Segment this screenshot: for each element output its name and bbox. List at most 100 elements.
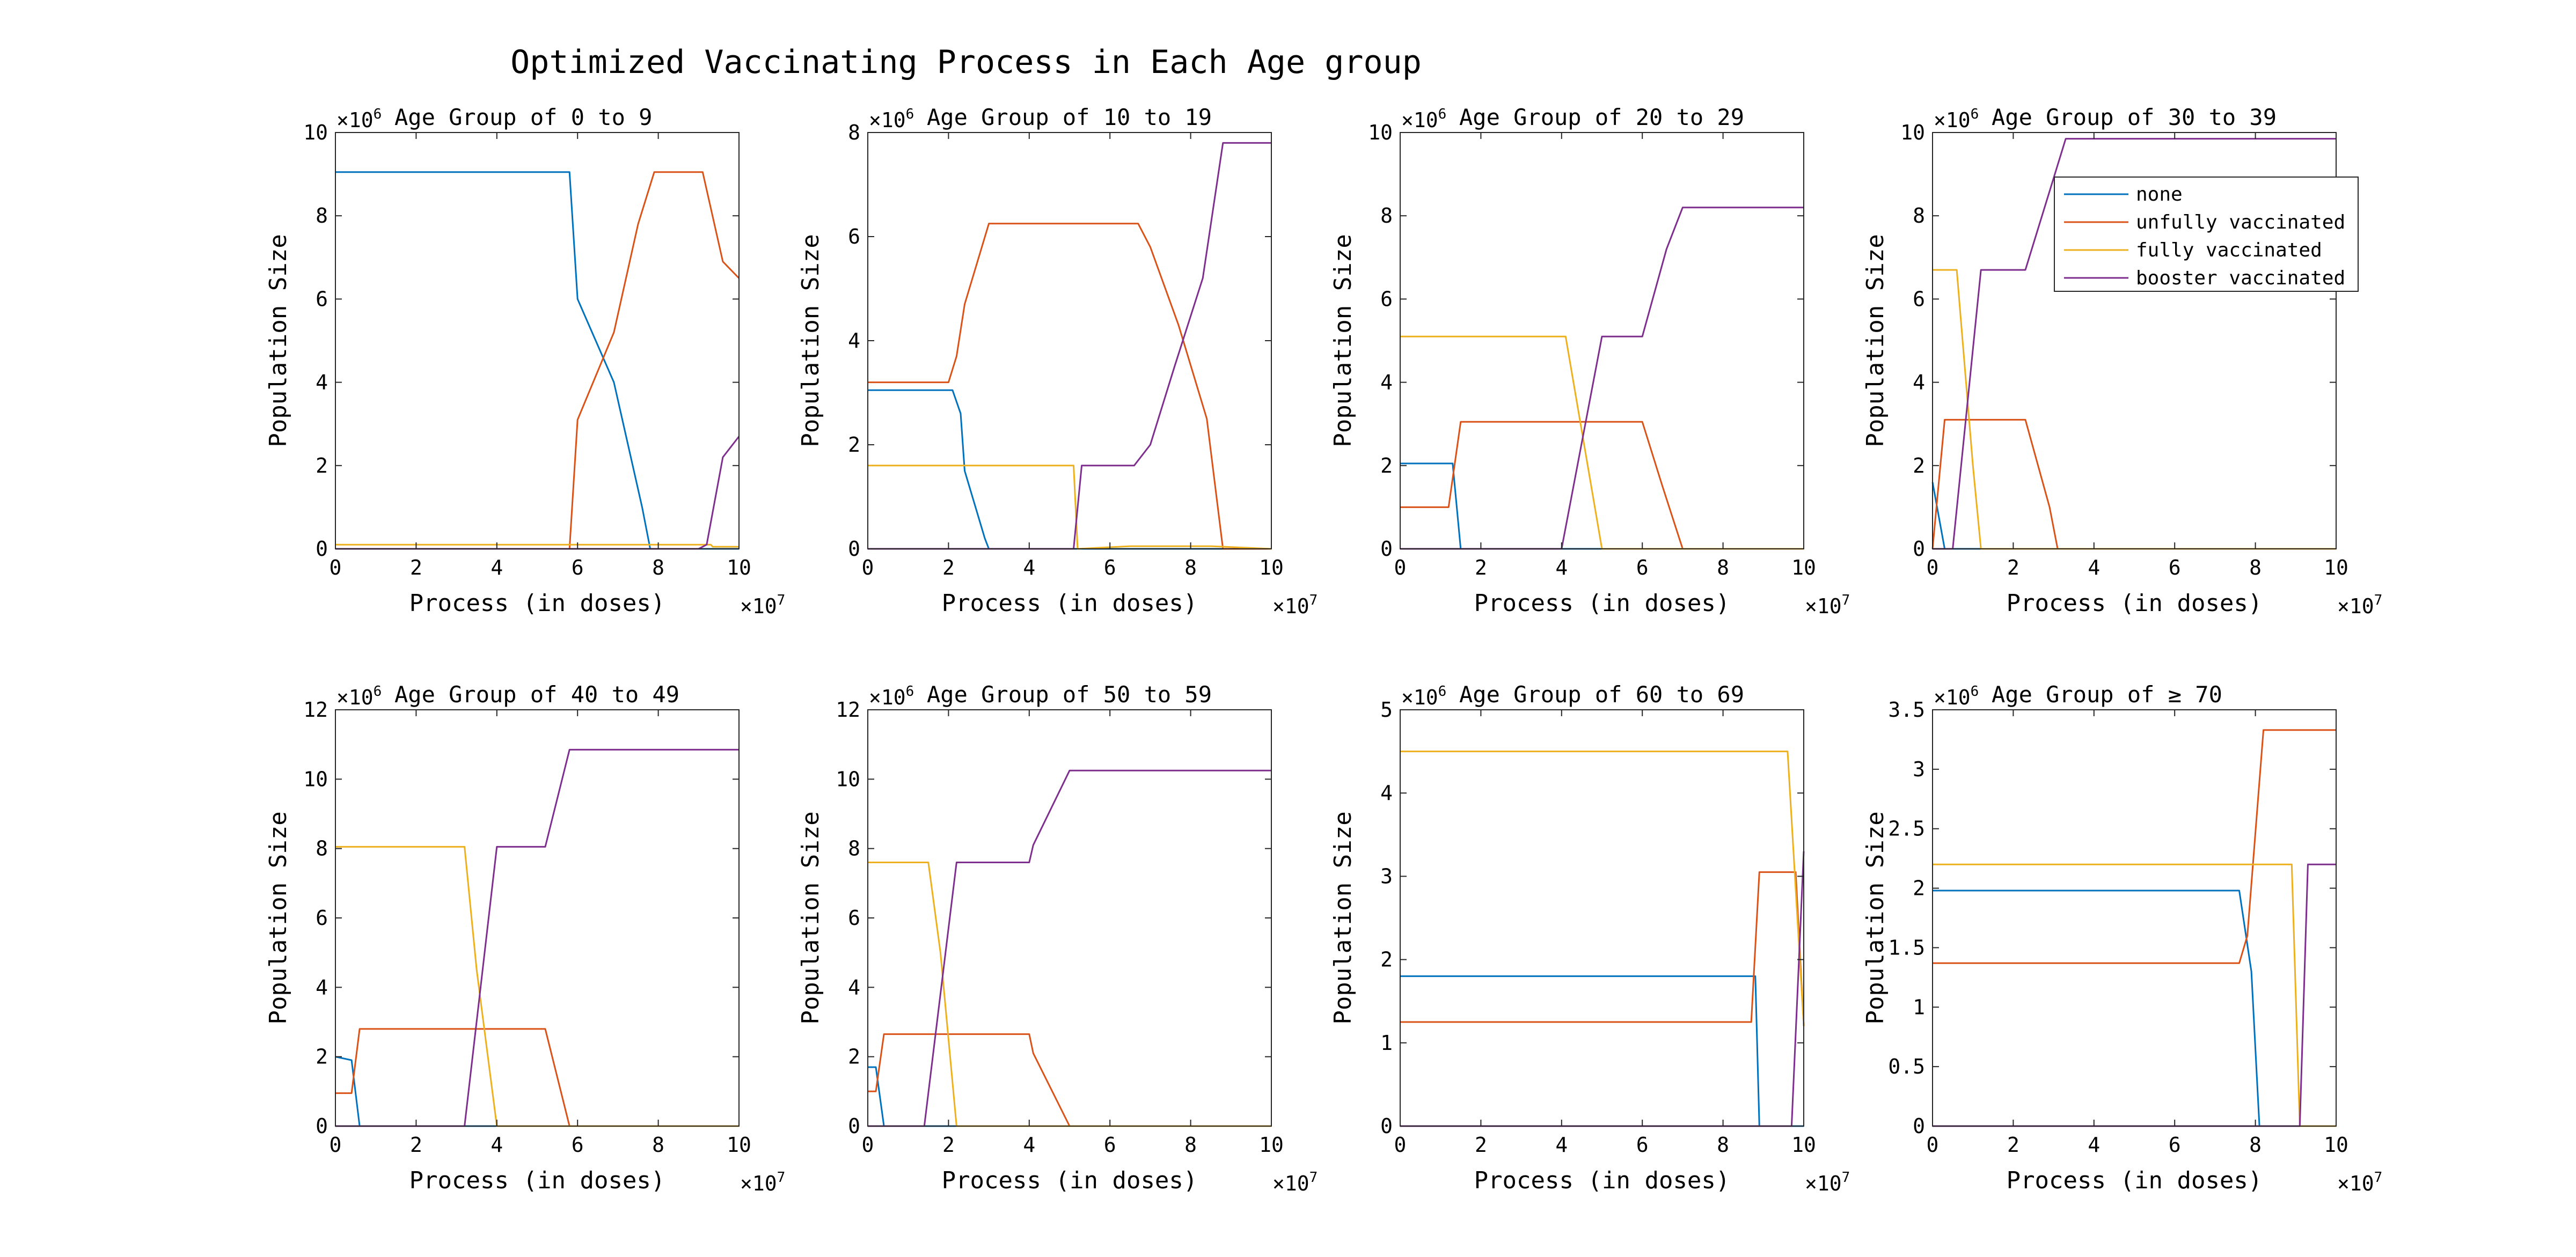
y-multiplier: ×106: [1401, 106, 1446, 132]
x-tick-label: 6: [1636, 1133, 1649, 1157]
x-tick-label: 8: [1184, 556, 1197, 579]
subplot-title: Age Group of 10 to 19: [927, 104, 1212, 130]
y-tick-label: 2: [1913, 877, 1925, 900]
x-tick-label: 8: [1717, 556, 1729, 579]
x-tick-label: 8: [2249, 556, 2262, 579]
x-multiplier: ×107: [2337, 592, 2382, 618]
y-axis-label: Population Size: [1329, 234, 1357, 447]
plot-area: [868, 133, 1271, 549]
y-tick-label: 2: [316, 454, 328, 477]
axes-box: [1932, 709, 2337, 1127]
x-tick-label: 4: [1555, 1133, 1568, 1157]
subplot-2: 0 2 4 6 8 10 0 2 4 6 8 Process (in doses) Population…: [797, 104, 1318, 618]
y-tick-label: 4: [316, 371, 328, 394]
plot-area: [335, 710, 739, 1126]
y-tick-label: 4: [1380, 371, 1393, 394]
x-tick-label: 10: [1791, 1133, 1816, 1157]
x-axis-label: Process (in doses): [942, 1167, 1198, 1194]
y-tick-label: 4: [316, 975, 328, 999]
subplot-title: Age Group of 40 to 49: [394, 681, 679, 708]
x-multiplier: ×107: [1272, 1170, 1318, 1195]
x-tick-label: 0: [862, 1133, 874, 1157]
y-axis-label: Population Size: [797, 811, 824, 1024]
y-tick-label: 0: [848, 537, 860, 561]
x-tick-label: 0: [1927, 556, 1939, 579]
x-tick-label: 2: [1475, 556, 1487, 579]
plot-area: [1400, 710, 1804, 1126]
x-multiplier: ×107: [2337, 1170, 2382, 1195]
y-tick-label: 0: [1913, 1114, 1925, 1138]
x-tick-label: 6: [572, 556, 584, 579]
x-tick-label: 0: [1394, 556, 1407, 579]
series-line-unfully-vaccinated: [1933, 729, 2336, 964]
y-tick-label: 2: [1380, 454, 1393, 477]
x-tick-label: 10: [727, 1133, 751, 1157]
x-tick-label: 0: [1394, 1133, 1407, 1157]
y-tick-label: 2: [848, 1045, 860, 1069]
x-tick-label: 2: [2007, 1133, 2019, 1157]
y-axis-label: Population Size: [1862, 234, 1889, 447]
legend-label: fully vaccinated: [2136, 239, 2322, 261]
x-tick-label: 8: [652, 1133, 664, 1157]
x-tick-label: 4: [1023, 1133, 1035, 1157]
legend: none unfully vaccinated fully vaccinated bo…: [2054, 177, 2359, 292]
y-tick-label: 0: [1380, 1114, 1393, 1138]
y-tick-label: 12: [303, 698, 328, 722]
x-tick-label: 2: [410, 556, 422, 579]
x-tick-label: 10: [1791, 556, 1816, 579]
axes-box: [1932, 132, 2337, 549]
y-tick-label: 2: [316, 1045, 328, 1069]
y-multiplier: ×106: [336, 106, 382, 132]
y-tick-label: 2: [848, 433, 860, 457]
plot-area: [335, 133, 739, 549]
x-axis-label: Process (in doses): [1474, 590, 1730, 617]
y-tick-label: 3: [1913, 758, 1925, 781]
x-tick-label: 10: [1259, 556, 1284, 579]
y-tick-label: 3: [1380, 864, 1393, 888]
x-tick-label: 8: [652, 556, 664, 579]
x-tick-label: 2: [2007, 556, 2019, 579]
x-tick-label: 6: [2169, 556, 2181, 579]
x-axis-label: Process (in doses): [2007, 1167, 2263, 1194]
x-tick-label: 2: [942, 1133, 955, 1157]
x-tick-label: 10: [2324, 556, 2348, 579]
y-multiplier: ×106: [869, 683, 914, 709]
x-multiplier: ×107: [740, 592, 785, 618]
legend-label: none: [2136, 183, 2183, 205]
y-tick-label: 1.5: [1888, 936, 1925, 959]
x-multiplier: ×107: [740, 1170, 785, 1195]
series-line-unfully-vaccinated: [335, 171, 740, 550]
y-tick-label: 0: [316, 537, 328, 561]
x-tick-label: 0: [330, 1133, 342, 1157]
x-axis-label: Process (in doses): [942, 590, 1198, 617]
y-tick-label: 6: [848, 906, 860, 930]
plot-area: [1933, 710, 2336, 1126]
series-line-unfully-vaccinated: [868, 223, 1271, 550]
subplot-4: 0 2 4 6 8 10 0 2 4 6 8 10 Process (in doses) Populati…: [1862, 104, 2382, 618]
x-tick-label: 0: [862, 556, 874, 579]
y-axis-label: Population Size: [265, 811, 292, 1024]
subplot-title: Age Group of 20 to 29: [1459, 104, 1744, 130]
y-axis-label: Population Size: [797, 234, 824, 447]
y-tick-label: 6: [1380, 287, 1393, 311]
y-tick-label: 6: [1913, 287, 1925, 311]
y-tick-label: 10: [303, 121, 328, 144]
x-tick-label: 2: [942, 556, 955, 579]
y-tick-label: 2: [1380, 948, 1393, 972]
subplot-1: 0 2 4 6 8 10 0 2 4 6 8 10 Process (in doses) Populati…: [265, 104, 785, 618]
y-tick-label: 1: [1913, 995, 1925, 1019]
subplot-title: Age Group of 0 to 9: [394, 104, 652, 130]
y-tick-label: 4: [1913, 371, 1925, 394]
legend-box: [2054, 177, 2359, 292]
figure-title: Optimized Vaccinating Process in Each Ag…: [510, 43, 1422, 81]
y-axis-label: Population Size: [265, 234, 292, 447]
y-tick-label: 0: [848, 1114, 860, 1138]
y-tick-label: 1: [1380, 1031, 1393, 1055]
x-tick-label: 4: [491, 1133, 503, 1157]
legend-label: unfully vaccinated: [2136, 211, 2345, 233]
x-tick-label: 8: [2249, 1133, 2262, 1157]
x-tick-label: 8: [1184, 1133, 1197, 1157]
subplot-6: 0 2 4 6 8 10 0 2 4 6 8 10 12 Process (in doses) Popula…: [797, 681, 1318, 1195]
series-line-booster-vaccinated: [868, 142, 1271, 550]
